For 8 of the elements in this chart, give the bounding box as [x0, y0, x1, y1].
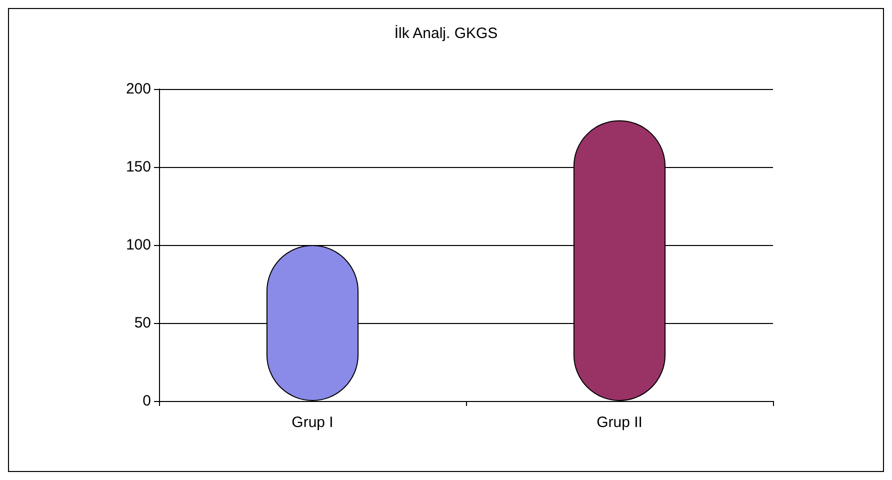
chart-title: İlk Analj. GKGS [394, 24, 498, 42]
y-tick-label: 200 [126, 80, 151, 98]
x-tick-label: Grup I [292, 414, 334, 431]
y-tick-label: 0 [142, 392, 151, 410]
y-tick-label: 150 [126, 158, 151, 176]
x-tick-label: Grup II [596, 414, 642, 431]
y-tick-label: 50 [134, 314, 151, 332]
y-tick-label: 100 [126, 236, 151, 254]
